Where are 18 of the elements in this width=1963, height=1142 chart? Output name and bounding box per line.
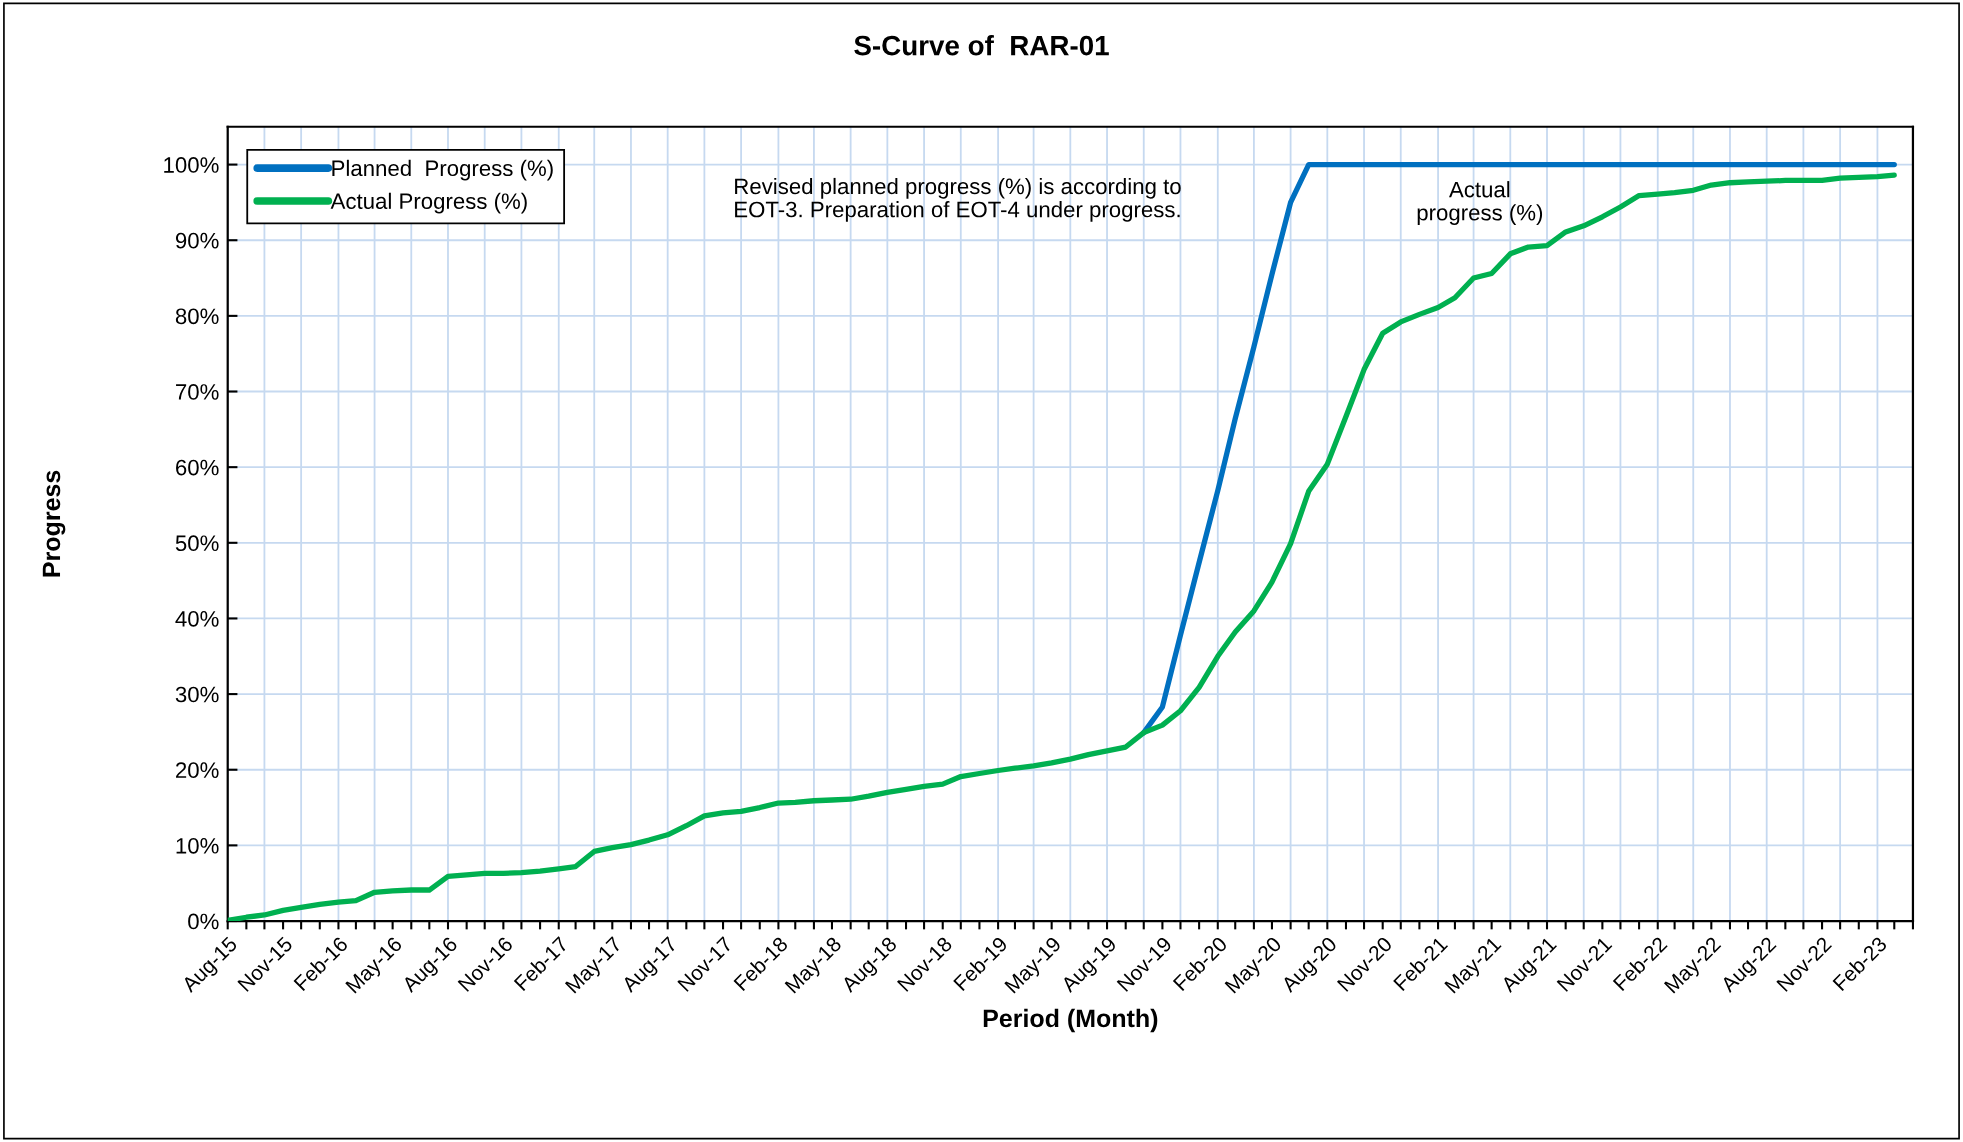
- y-axis-title: Progress: [42, 470, 66, 577]
- x-axis-title: Period (Month): [983, 1008, 1158, 1033]
- y-tick-label: 20%: [176, 762, 219, 779]
- y-tick-label: 30%: [175, 686, 219, 703]
- chart-title: S-Curve of RAR-01: [854, 35, 1109, 56]
- y-tick-label: 100%: [164, 157, 219, 173]
- y-tick-label: 70%: [176, 384, 219, 400]
- annotation: Actual progress (%): [1417, 181, 1543, 225]
- y-tick-label: 40%: [175, 610, 219, 627]
- y-tick-label: 60%: [176, 459, 219, 476]
- y-tick-label: 50%: [175, 535, 219, 552]
- legend-label: Planned Progress (%): [332, 159, 553, 181]
- y-tick-label: 0%: [188, 913, 219, 930]
- y-tick-label: 90%: [175, 232, 219, 249]
- annotation: Revised planned progress (%) is according to EOT-3. Preparation of EOT-4 under progress.: [735, 177, 1181, 222]
- y-tick-label: 80%: [175, 308, 219, 325]
- y-tick-label: 10%: [176, 837, 219, 854]
- legend-label: Actual Progress (%): [330, 192, 527, 214]
